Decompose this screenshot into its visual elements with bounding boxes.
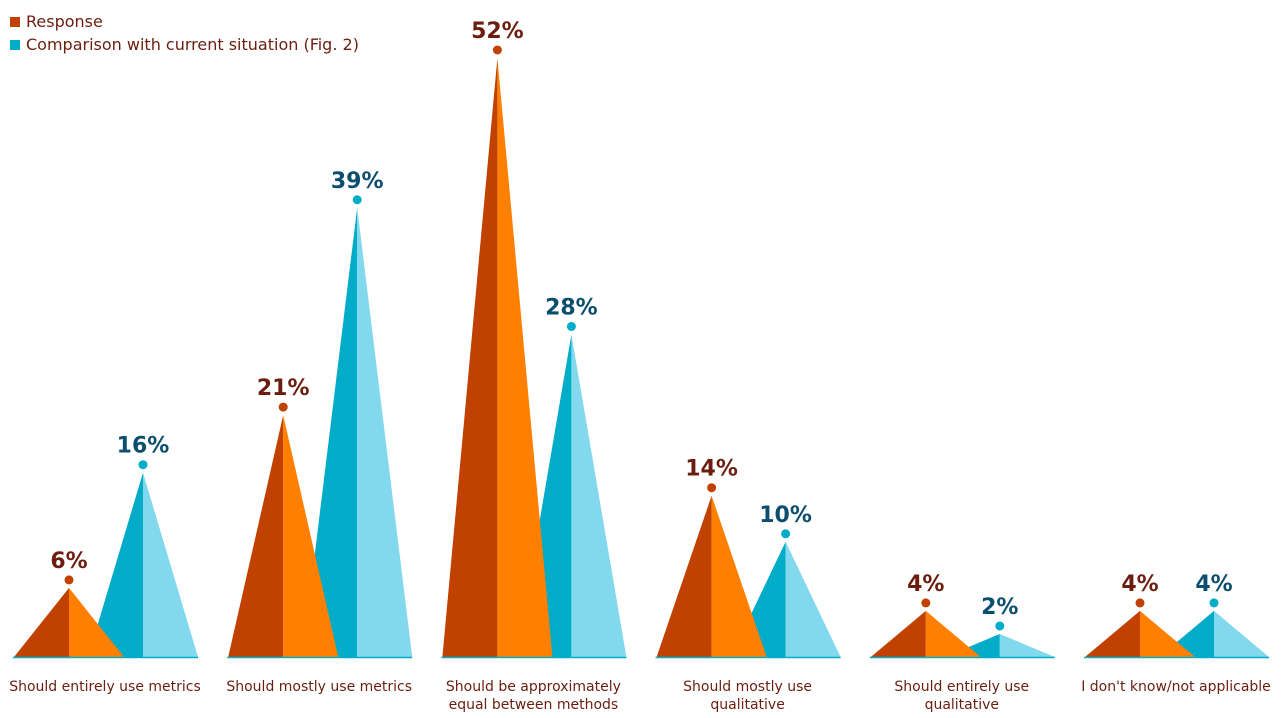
comparison-peak-3-value-label: 10% (759, 503, 812, 528)
comparison-peak-4-dot (995, 621, 1005, 631)
response-peak-3-left (656, 495, 712, 657)
response-peak-4-left (870, 610, 926, 657)
comparison-peak-0-value-label: 16% (117, 434, 170, 459)
response-peak-5-dot (1135, 598, 1145, 608)
legend-swatch-comparison (10, 39, 20, 50)
legend-item-comparison: Comparison with current situation (Fig. … (10, 33, 359, 56)
response-peak-0-left (14, 587, 69, 657)
response-peak-5-right (1140, 610, 1195, 657)
response-peak-1-dot (278, 402, 288, 412)
category-label-5: I don't know/not applicable (1081, 679, 1271, 695)
legend-label-response: Response (26, 12, 103, 31)
response-peak-1-left (228, 415, 284, 657)
response-peak-3-right (711, 495, 767, 657)
comparison-peak-5-right (1214, 610, 1269, 657)
comparison-peak-2-left (516, 334, 572, 657)
response-peak-1-right (283, 415, 339, 657)
response-peak-2-dot (492, 45, 502, 55)
category-label-2: Should be approximately equal between met… (446, 679, 621, 713)
response-peak-3-value-label: 14% (685, 457, 738, 482)
comparison-peak-5-dot (1209, 598, 1219, 608)
comparison-peak-4-left (944, 633, 1000, 657)
response-peak-5-left (1085, 610, 1140, 657)
legend-swatch-response (10, 16, 20, 27)
comparison-peak-1-right (357, 207, 413, 657)
comparison-peak-2-right (571, 334, 627, 657)
legend-label-comparison: Comparison with current situation (Fig. … (26, 35, 359, 54)
comparison-peak-4-right (999, 633, 1055, 657)
legend: Response Comparison with current situati… (10, 10, 359, 56)
comparison-peak-0-dot (138, 460, 148, 470)
legend-item-response: Response (10, 10, 359, 33)
comparison-peak-3-left (730, 541, 786, 657)
comparison-peak-2-dot (566, 321, 576, 331)
comparison-peak-0-right (143, 472, 198, 657)
comparison-peak-0-left (88, 472, 143, 657)
category-label-3: Should mostly use qualitative (683, 679, 812, 713)
comparison-peak-5-value-label: 4% (1195, 572, 1232, 597)
response-peak-3-dot (707, 483, 717, 493)
category-label-4: Should entirely use qualitative (894, 679, 1029, 713)
response-peak-0-dot (64, 575, 74, 585)
response-peak-5-value-label: 4% (1121, 572, 1158, 597)
category-label-0: Should entirely use metrics (9, 679, 201, 695)
response-peak-1-value-label: 21% (257, 376, 310, 401)
comparison-peak-2-value-label: 28% (545, 295, 598, 320)
comparison-peak-1-dot (352, 195, 362, 205)
comparison-peak-3-dot (781, 529, 791, 539)
category-label-1: Should mostly use metrics (226, 679, 412, 695)
response-peak-4-right (925, 610, 981, 657)
comparison-peak-1-value-label: 39% (331, 169, 384, 194)
response-peak-0-right (69, 587, 124, 657)
response-peak-2-right (497, 58, 553, 657)
comparison-peak-1-left (302, 207, 358, 657)
comparison-peak-4-value-label: 2% (981, 595, 1018, 620)
response-peak-4-dot (921, 598, 931, 608)
response-peak-2-value-label: 52% (471, 19, 524, 44)
response-peak-4-value-label: 4% (907, 572, 944, 597)
response-peak-0-value-label: 6% (50, 549, 87, 574)
comparison-peak-3-right (785, 541, 841, 657)
response-peak-2-left (442, 58, 498, 657)
